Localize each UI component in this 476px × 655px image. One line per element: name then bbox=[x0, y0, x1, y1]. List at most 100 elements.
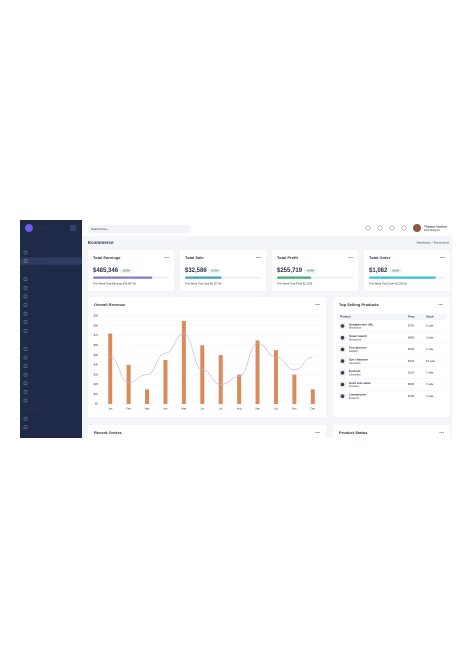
x-tick-label: Feb bbox=[126, 407, 131, 411]
card-value: $1,082 bbox=[369, 268, 388, 274]
nav-item[interactable]: Form bbox=[30, 416, 38, 420]
more-icon[interactable] bbox=[440, 257, 442, 258]
nav-item[interactable]: Charts bbox=[30, 381, 40, 385]
more-icon[interactable] bbox=[318, 304, 320, 305]
product-price: $120 bbox=[408, 371, 415, 375]
more-icon[interactable] bbox=[317, 304, 319, 305]
user-role: Web designer bbox=[424, 228, 440, 232]
active-item bbox=[20, 257, 82, 265]
section-title: Pages bbox=[24, 337, 34, 341]
bar bbox=[163, 360, 168, 404]
more-icon[interactable] bbox=[259, 257, 261, 258]
y-tick-label: $70 bbox=[94, 333, 99, 337]
avatar[interactable] bbox=[413, 224, 421, 232]
more-icon[interactable] bbox=[318, 432, 320, 433]
y-tick-label: $0 bbox=[95, 402, 98, 406]
header-icon[interactable] bbox=[365, 225, 371, 231]
more-icon[interactable] bbox=[256, 257, 258, 258]
y-tick-label: $10 bbox=[94, 392, 99, 396]
logo-icon bbox=[25, 224, 33, 232]
more-icon[interactable] bbox=[166, 257, 168, 258]
nav-item[interactable]: Gallery bbox=[30, 398, 40, 402]
header-icon[interactable] bbox=[389, 225, 395, 231]
nav-item[interactable]: Contacts bbox=[30, 390, 43, 394]
nav-item[interactable]: Coming Soon bbox=[30, 373, 49, 377]
nav-item[interactable]: Blog bbox=[30, 347, 36, 351]
nav-icon bbox=[23, 294, 28, 299]
bar bbox=[273, 350, 278, 404]
more-icon[interactable] bbox=[315, 432, 317, 433]
product-price: $750 bbox=[408, 394, 415, 398]
product-stock: 5 sale bbox=[426, 324, 434, 328]
header-icon[interactable] bbox=[401, 225, 407, 231]
nav-item[interactable]: Ecommerce bbox=[30, 320, 47, 324]
product-price: $140 bbox=[408, 359, 415, 363]
x-tick-label: Mar bbox=[145, 407, 150, 411]
search-box[interactable] bbox=[88, 225, 190, 233]
nav-item[interactable]: Table bbox=[30, 425, 38, 429]
product-price: $950 bbox=[408, 382, 415, 386]
table-header-bg bbox=[337, 314, 446, 320]
brand: Raho bbox=[35, 226, 50, 232]
section-title: Components bbox=[24, 407, 44, 411]
badge-text: +4.5% bbox=[306, 268, 314, 272]
more-icon[interactable] bbox=[167, 257, 169, 258]
more-icon[interactable] bbox=[351, 257, 353, 258]
nav-item[interactable]: Invoice bbox=[30, 311, 40, 315]
more-icon[interactable] bbox=[348, 257, 350, 258]
nav-icon bbox=[23, 364, 28, 368]
nav-item[interactable]: Authentication bbox=[30, 355, 50, 359]
nav-item[interactable]: Invoice bbox=[30, 329, 40, 333]
more-icon[interactable] bbox=[442, 432, 444, 433]
more-icon[interactable] bbox=[441, 432, 443, 433]
x-tick-label: Jul bbox=[219, 407, 223, 411]
column-header: Stock bbox=[426, 315, 434, 319]
card-note: This Week Total Order $1,024.6k bbox=[369, 282, 408, 286]
product-stock: 10 sale bbox=[426, 359, 435, 363]
stat-card bbox=[364, 250, 450, 291]
nav-item[interactable]: Calendar bbox=[30, 277, 43, 281]
more-icon[interactable] bbox=[443, 257, 445, 258]
card-value: $255,719 bbox=[277, 268, 303, 274]
x-tick-label: Jan bbox=[108, 407, 113, 411]
card-title: Total Sale bbox=[185, 255, 204, 260]
more-icon[interactable] bbox=[317, 432, 319, 433]
more-icon[interactable] bbox=[438, 304, 440, 305]
header-icon[interactable] bbox=[377, 225, 383, 231]
bar bbox=[200, 345, 205, 404]
bar bbox=[255, 340, 260, 404]
badge bbox=[208, 268, 221, 273]
nav-icon bbox=[23, 355, 28, 360]
nav-item[interactable]: Error 404 bbox=[30, 364, 43, 368]
badge bbox=[304, 268, 317, 273]
product-price: $160 bbox=[408, 347, 415, 351]
search-placeholder: Search here... bbox=[91, 227, 110, 231]
page-title: Ecommerce bbox=[88, 240, 114, 245]
progress-bar bbox=[369, 276, 436, 279]
product-icon bbox=[340, 394, 345, 399]
x-tick-label: Jun bbox=[200, 407, 205, 411]
nav-item[interactable]: Email bbox=[30, 303, 38, 307]
nav-item[interactable]: Default bbox=[30, 250, 40, 254]
chart-card bbox=[88, 297, 326, 417]
more-icon[interactable] bbox=[258, 257, 260, 258]
nav-icon bbox=[23, 381, 28, 385]
more-icon[interactable] bbox=[440, 304, 442, 305]
more-icon[interactable] bbox=[442, 257, 444, 258]
x-tick-label: Oct bbox=[274, 407, 278, 411]
more-icon[interactable] bbox=[315, 304, 317, 305]
nav-item[interactable]: Chat bbox=[30, 286, 37, 290]
progress-bar bbox=[277, 276, 312, 279]
progress-bar bbox=[185, 276, 222, 279]
more-icon[interactable] bbox=[441, 304, 443, 305]
nav-item[interactable]: Todo bbox=[30, 294, 37, 298]
x-tick-label: Dec bbox=[310, 407, 315, 411]
more-icon[interactable] bbox=[350, 257, 352, 258]
menu-toggle[interactable] bbox=[70, 225, 76, 231]
more-icon[interactable] bbox=[164, 257, 166, 258]
nav-item[interactable]: Ecommerce bbox=[30, 259, 47, 263]
y-tick-label: $20 bbox=[94, 382, 99, 386]
product-category: Fashion bbox=[349, 350, 359, 353]
more-icon[interactable] bbox=[439, 432, 441, 433]
x-tick-label: Aug bbox=[237, 407, 242, 411]
